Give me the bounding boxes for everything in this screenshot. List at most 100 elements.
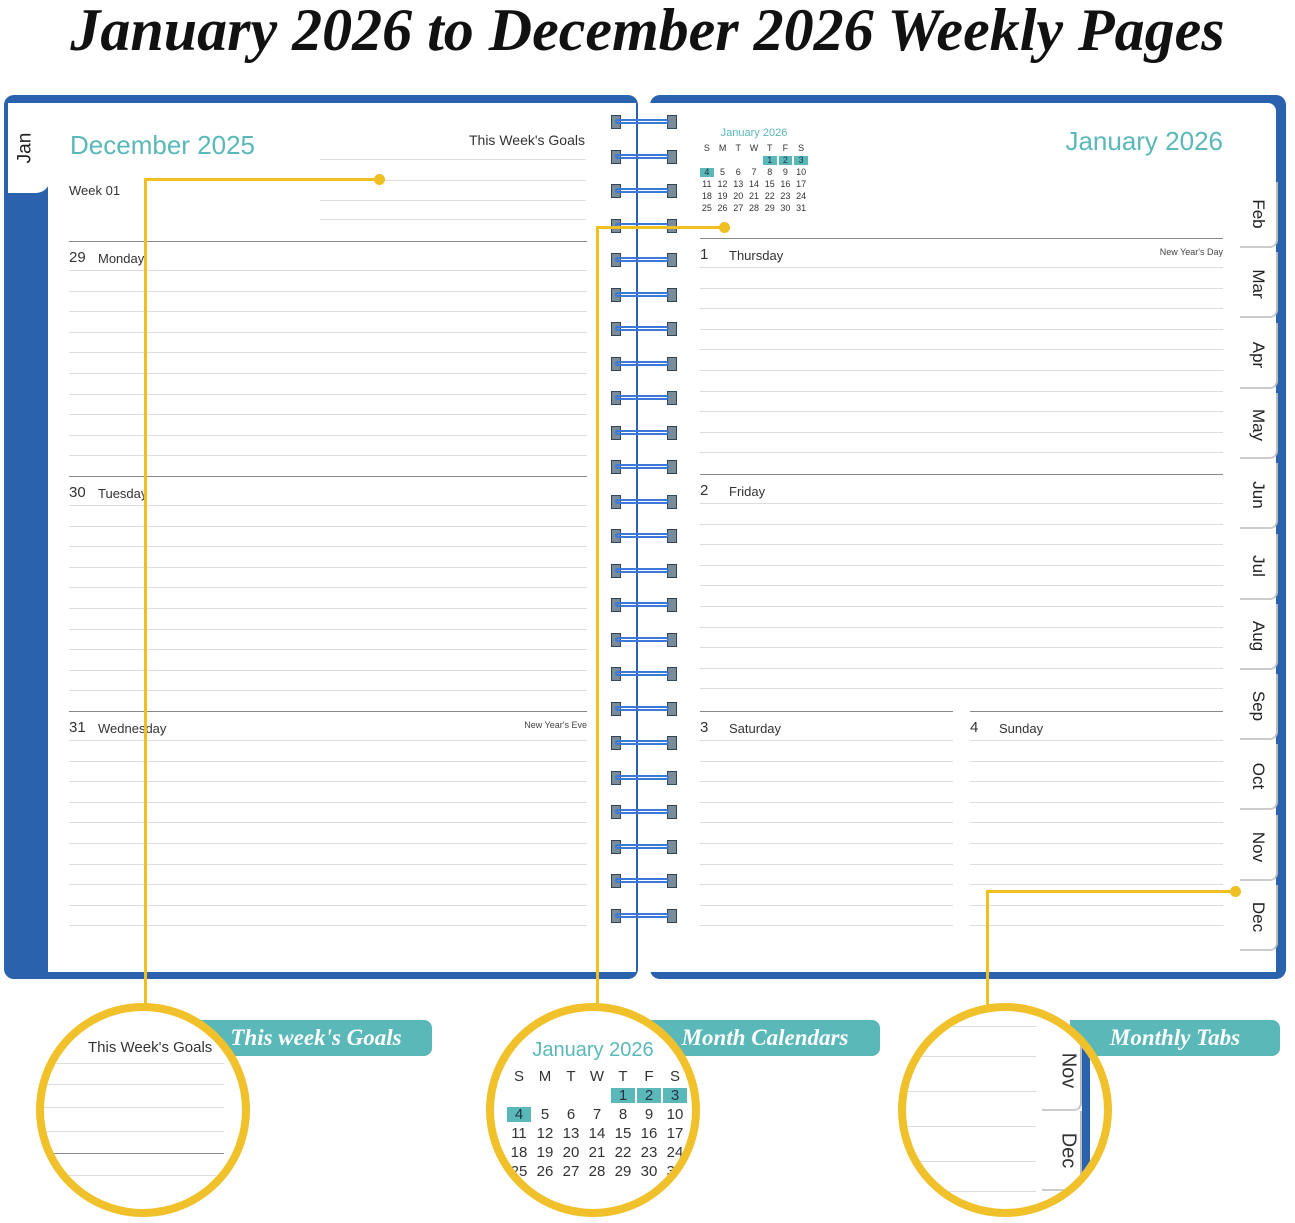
coil-wire xyxy=(615,843,669,849)
ruled-line xyxy=(970,822,1223,823)
ruled-line xyxy=(69,567,587,568)
calendar-day: 2 xyxy=(778,156,793,165)
tab-oct[interactable]: Oct xyxy=(1240,744,1278,811)
weekday-label: S xyxy=(669,1068,680,1085)
ruled-line xyxy=(970,781,1223,782)
page-title-right: January 2026 xyxy=(1065,126,1223,156)
day-divider xyxy=(69,241,587,242)
ruled-line xyxy=(69,761,587,762)
calendar-day: 16 xyxy=(640,1125,658,1142)
coil-wire xyxy=(615,636,669,642)
ruled-line xyxy=(970,802,1223,803)
ruled-line xyxy=(69,690,587,691)
calendar-day: 1 xyxy=(611,1088,635,1103)
ruled-line xyxy=(700,349,1223,350)
weekday-label: W xyxy=(749,143,759,153)
spiral-coil xyxy=(611,597,677,613)
day-number: 2 xyxy=(700,482,709,499)
tab-apr[interactable]: Apr xyxy=(1240,322,1278,389)
ruled-line xyxy=(700,864,953,865)
calendar-day: 29 xyxy=(764,203,775,213)
spiral-coil xyxy=(611,873,677,889)
calendar-day: 23 xyxy=(640,1144,658,1161)
calendar-day: 1 xyxy=(762,156,777,165)
ruled-line xyxy=(69,311,587,312)
calendar-day: 8 xyxy=(767,167,773,177)
ruled-line xyxy=(69,352,587,353)
calendar-day: 15 xyxy=(614,1125,632,1142)
coil-wire xyxy=(615,464,669,469)
tab-jul[interactable]: Jul xyxy=(1240,533,1278,600)
coil-wire xyxy=(615,119,669,124)
spiral-coil xyxy=(611,183,677,199)
ruled-line xyxy=(700,503,1223,504)
coil-wire xyxy=(615,912,669,918)
tab-may[interactable]: May xyxy=(1240,392,1278,459)
tab-feb[interactable]: Feb xyxy=(1240,182,1278,248)
calendar-day: 20 xyxy=(562,1144,580,1161)
coil-wire xyxy=(615,291,669,297)
day-number: 1 xyxy=(700,246,709,263)
coil-wire xyxy=(615,498,669,504)
tab-sep[interactable]: Sep xyxy=(1240,674,1278,741)
calendar-day xyxy=(716,156,730,165)
calendar-day: 3 xyxy=(794,156,808,165)
ruled-line xyxy=(69,373,587,374)
calendar-day xyxy=(731,156,745,165)
calendar-day: 10 xyxy=(666,1106,684,1123)
ruled-line xyxy=(700,452,1223,453)
spiral-coil xyxy=(611,390,677,406)
ruled-line xyxy=(700,688,1223,689)
calendar-day: 6 xyxy=(735,167,741,177)
calendar-day: 30 xyxy=(640,1163,658,1180)
calendar-day xyxy=(747,156,761,165)
ruled-line xyxy=(700,544,1223,545)
callout-line xyxy=(144,178,147,1008)
calendar-day: 26 xyxy=(717,203,728,213)
tab-dec[interactable]: Dec xyxy=(1240,885,1278,951)
spiral-coil xyxy=(611,356,677,372)
calendar-day: 2 xyxy=(637,1088,661,1103)
tab-jan[interactable]: Jan xyxy=(8,103,50,193)
day-name: Tuesday xyxy=(98,486,148,501)
ruled-line xyxy=(970,761,1223,762)
weekday-label: W xyxy=(589,1068,605,1085)
spiral-coil xyxy=(611,701,677,717)
tab-aug[interactable]: Aug xyxy=(1240,603,1278,670)
calendar-day: 24 xyxy=(666,1144,684,1161)
zoom-calendar-title: January 2026 xyxy=(532,1039,654,1061)
tab-jan-label: Jan xyxy=(14,132,36,164)
tab-label: Dec xyxy=(1249,901,1268,933)
spiral-coil xyxy=(611,908,677,924)
ruled-line xyxy=(700,267,1223,268)
ruled-line xyxy=(69,740,587,741)
zoom-goals-label: This Week's Goals xyxy=(88,1039,213,1056)
weekday-label: M xyxy=(538,1068,552,1085)
coil-wire xyxy=(615,429,669,435)
tab-jun[interactable]: Jun xyxy=(1240,463,1278,530)
spiral-coil xyxy=(611,839,677,855)
tab-label: Aug xyxy=(1249,620,1268,651)
calendar-day: 19 xyxy=(536,1144,554,1161)
ruled-line xyxy=(69,864,587,865)
calendar-day: 21 xyxy=(748,191,759,201)
tab-label: Oct xyxy=(1249,763,1268,790)
spiral-coil xyxy=(611,563,677,579)
tab-label: May xyxy=(1249,408,1268,441)
coil-wire xyxy=(615,740,669,745)
tab-mar[interactable]: Mar xyxy=(1240,252,1278,319)
ruled-line xyxy=(69,822,587,823)
ruled-line xyxy=(69,546,587,547)
day-name: Sunday xyxy=(999,721,1044,736)
ruled-line xyxy=(69,629,587,630)
day-number: 30 xyxy=(69,484,86,501)
ruled-line xyxy=(700,761,953,762)
spiral-coil xyxy=(611,735,677,751)
calendar-day: 29 xyxy=(614,1163,632,1180)
ruled-line xyxy=(700,627,1223,628)
zoom-tab-nov: Nov xyxy=(1042,1031,1082,1111)
weekday-label: T xyxy=(735,143,742,153)
calendar-day: 4 xyxy=(507,1107,531,1122)
tab-label: Feb xyxy=(1249,199,1268,229)
tab-nov[interactable]: Nov xyxy=(1240,814,1278,881)
